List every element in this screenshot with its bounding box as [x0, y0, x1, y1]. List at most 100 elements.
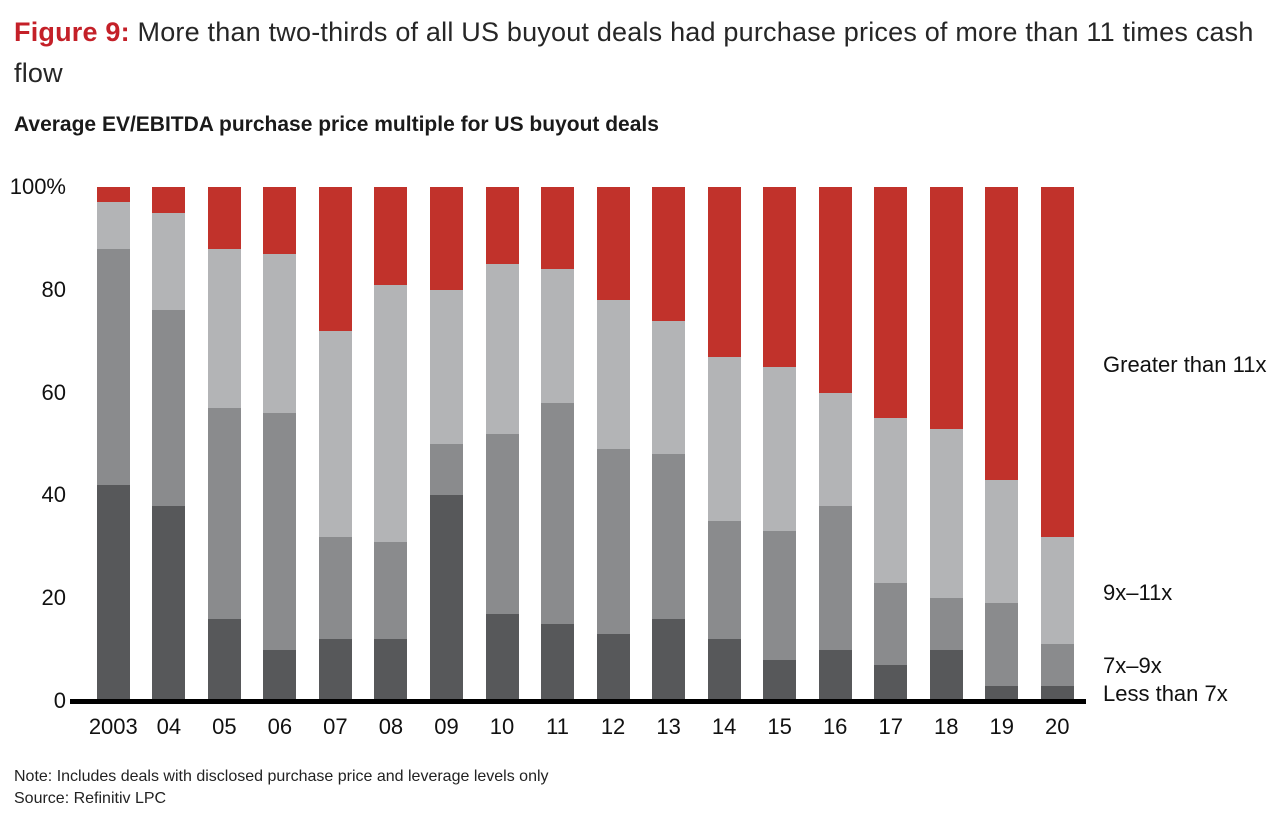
bar-segment-less-than-7x [874, 665, 908, 701]
bar-04 [152, 187, 186, 701]
bar-segment-less-than-7x [96, 485, 130, 701]
x-tick-label-10: 10 [489, 714, 515, 739]
bar-segment-9x-11x [818, 392, 852, 506]
bar-segment-7x-9x [763, 531, 797, 660]
x-tick-label-12: 12 [600, 714, 626, 739]
x-tick-label-20: 20 [1045, 714, 1070, 739]
bar-segment-7x-9x [318, 536, 352, 640]
note-text: Note: Includes deals with disclosed purc… [14, 768, 549, 785]
bar-segment-less-than-7x [429, 495, 463, 701]
legend-label-7x-9x: 7x–9x [1103, 653, 1162, 678]
bar-segment-less-than-7x [929, 649, 963, 701]
bar-segment-9x-11x [263, 253, 297, 414]
bar-segment-7x-9x [152, 310, 186, 506]
bar-16 [818, 187, 852, 701]
bar-segment-9x-11x [318, 330, 352, 537]
x-tick-label-06: 06 [267, 714, 293, 739]
x-tick-label-18: 18 [934, 714, 959, 739]
bar-segment-7x-9x [541, 402, 575, 624]
figure-title: Figure 9: More than two-thirds of all US… [14, 12, 1268, 94]
bar-14 [707, 187, 741, 701]
bar-13 [652, 187, 686, 701]
bar-19 [985, 187, 1019, 701]
figure-number-label: Figure 9: [14, 17, 130, 47]
bar-segment-greater-than-11x [429, 187, 463, 290]
bar-segment-greater-than-11x [985, 187, 1019, 480]
bar-segment-greater-than-11x [318, 187, 352, 331]
bar-09 [429, 187, 463, 701]
y-tick-label-40: 40 [41, 482, 66, 508]
bar-10 [485, 187, 519, 701]
stacked-bar-plot [90, 187, 1085, 701]
bar-segment-7x-9x [485, 433, 519, 614]
x-tick-label-16: 16 [822, 714, 848, 739]
bar-segment-7x-9x [874, 582, 908, 666]
bar-12 [596, 187, 630, 701]
bar-segment-greater-than-11x [541, 187, 575, 270]
y-tick-label-60: 60 [41, 379, 66, 405]
bar-segment-7x-9x [96, 248, 130, 486]
legend-label-greater-than-11x: Greater than 11x [1103, 352, 1267, 377]
bar-segment-greater-than-11x [763, 187, 797, 367]
bar-segment-9x-11x [96, 202, 130, 249]
bar-segment-less-than-7x [707, 639, 741, 701]
x-tick-label-19: 19 [989, 714, 1014, 739]
bar-segment-9x-11x [374, 284, 408, 542]
bar-segment-9x-11x [485, 264, 519, 434]
x-tick-label-05: 05 [212, 714, 237, 739]
y-tick-label-80: 80 [41, 276, 66, 302]
bar-segment-9x-11x [207, 248, 241, 409]
bar-segment-less-than-7x [985, 685, 1019, 701]
bar-segment-less-than-7x [318, 639, 352, 701]
bar-segment-less-than-7x [152, 505, 186, 701]
bar-segment-7x-9x [818, 505, 852, 650]
x-tick-label-13: 13 [656, 714, 681, 739]
bar-07 [318, 187, 352, 701]
x-tick-label-08: 08 [378, 714, 404, 739]
y-tick-label-100: 100% [9, 174, 66, 199]
bar-segment-9x-11x [429, 289, 463, 444]
bar-06 [263, 187, 297, 701]
bar-segment-less-than-7x [374, 639, 408, 701]
legend-label-less-than-7x: Less than 7x [1103, 681, 1228, 706]
bar-segment-greater-than-11x [652, 187, 686, 321]
x-tick-label-09: 09 [434, 714, 459, 739]
bar-segment-greater-than-11x [374, 187, 408, 285]
x-tick-label-17: 17 [878, 714, 903, 739]
bar-17 [874, 187, 908, 701]
bar-segment-less-than-7x [207, 618, 241, 701]
bar-segment-greater-than-11x [929, 187, 963, 429]
chart-subtitle: Average EV/EBITDA purchase price multipl… [14, 113, 659, 136]
bar-segment-greater-than-11x [485, 187, 519, 265]
bar-segment-7x-9x [596, 449, 630, 635]
bar-18 [929, 187, 963, 701]
bar-segment-greater-than-11x [263, 187, 297, 254]
bar-segment-less-than-7x [1040, 685, 1074, 701]
bar-20 [1040, 187, 1074, 701]
bar-segment-9x-11x [874, 418, 908, 583]
bar-segment-greater-than-11x [96, 187, 130, 203]
bar-segment-9x-11x [1040, 536, 1074, 645]
x-tick-label-11: 11 [546, 714, 569, 739]
bar-segment-less-than-7x [818, 649, 852, 701]
bar-segment-9x-11x [596, 300, 630, 450]
bar-segment-9x-11x [541, 269, 575, 403]
bar-segment-7x-9x [374, 541, 408, 640]
bar-segment-7x-9x [929, 598, 963, 650]
bar-segment-greater-than-11x [818, 187, 852, 393]
bar-segment-less-than-7x [263, 649, 297, 701]
legend-label-9x-11x: 9x–11x [1103, 580, 1173, 605]
bar-15 [763, 187, 797, 701]
x-tick-label-14: 14 [711, 714, 737, 739]
bar-08 [374, 187, 408, 701]
bar-11 [541, 187, 575, 701]
bar-05 [207, 187, 241, 701]
source-text: Source: Refinitiv LPC [14, 790, 167, 807]
bar-segment-9x-11x [707, 356, 741, 522]
bar-segment-greater-than-11x [707, 187, 741, 357]
bar-segment-less-than-7x [541, 623, 575, 701]
bar-segment-greater-than-11x [874, 187, 908, 419]
bar-segment-less-than-7x [763, 659, 797, 701]
bar-segment-9x-11x [763, 366, 797, 532]
